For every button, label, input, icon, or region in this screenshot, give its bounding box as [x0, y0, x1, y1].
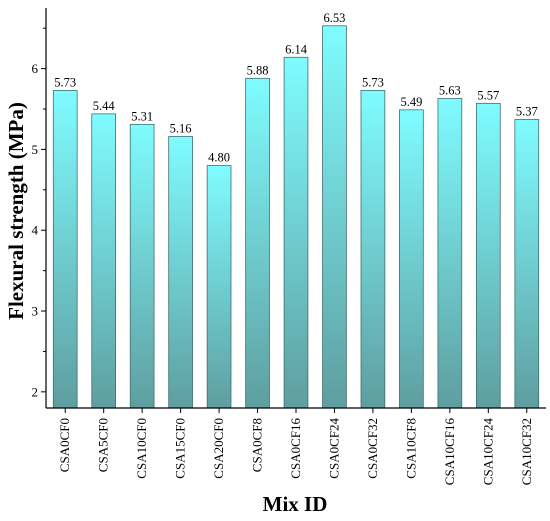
bar-CSA10CF8 [399, 109, 424, 409]
bar-CSA0CF8 [245, 77, 270, 409]
bar-CSA0CF32 [360, 90, 386, 409]
x-tick-label-CSA10CF8: CSA10CF8 [403, 418, 418, 479]
bar-CSA15CF0 [168, 136, 193, 409]
x-tick-label-CSA15CF0: CSA15CF0 [173, 418, 188, 479]
value-label-CSA0CF8: 5.88 [247, 63, 269, 77]
x-tick-label-CSA0CF24: CSA0CF24 [326, 418, 341, 479]
value-label-CSA0CF0: 5.73 [54, 75, 76, 89]
value-label-CSA10CF16: 5.63 [439, 84, 461, 98]
x-tick-label-CSA0CF0: CSA0CF0 [57, 418, 72, 472]
bar-CSA0CF0 [52, 90, 78, 409]
x-tick-label-CSA10CF24: CSA10CF24 [480, 418, 495, 486]
bars-layer [52, 25, 540, 409]
value-label-CSA0CF32: 5.73 [362, 75, 384, 89]
bar-CSA10CF0 [129, 123, 155, 409]
x-tick-label-CSA0CF32: CSA0CF32 [365, 418, 380, 479]
value-label-CSA0CF16: 6.14 [285, 42, 308, 56]
x-tick-label-CSA10CF32: CSA10CF32 [519, 418, 534, 485]
bar-CSA0CF24 [322, 25, 347, 409]
x-tick-label-CSA5CF0: CSA5CF0 [96, 418, 111, 472]
value-label-CSA10CF32: 5.37 [516, 105, 538, 119]
bar-CSA0CF16 [283, 56, 309, 409]
bar-CSA10CF32 [514, 119, 540, 409]
value-label-CSA20CF0: 4.80 [208, 151, 230, 165]
y-tick-label-6: 6 [32, 61, 39, 76]
x-tick-label-CSA0CF16: CSA0CF16 [288, 418, 303, 479]
x-tick-label-CSA10CF16: CSA10CF16 [442, 418, 457, 486]
x-tick-label-CSA20CF0: CSA20CF0 [211, 418, 226, 479]
bar-CSA10CF16 [437, 98, 463, 409]
x-tick-label-CSA10CF0: CSA10CF0 [134, 418, 149, 479]
value-label-CSA0CF24: 6.53 [324, 11, 346, 25]
bar-CSA5CF0 [91, 113, 117, 409]
y-axis-title: Flexural strength (MPa) [4, 102, 28, 320]
value-label-CSA15CF0: 5.16 [170, 121, 192, 135]
bar-CSA20CF0 [206, 165, 232, 409]
value-label-CSA10CF0: 5.31 [131, 109, 153, 123]
y-tick-label-5: 5 [32, 142, 39, 157]
value-label-CSA10CF8: 5.49 [400, 95, 422, 109]
value-label-CSA10CF24: 5.57 [477, 88, 499, 102]
value-label-CSA5CF0: 5.44 [93, 99, 116, 113]
x-tick-label-CSA0CF8: CSA0CF8 [250, 418, 265, 472]
y-tick-label-3: 3 [32, 304, 39, 319]
x-axis-title: Mix ID [263, 492, 328, 516]
y-tick-label-2: 2 [32, 384, 39, 399]
bar-CSA10CF24 [475, 102, 501, 409]
ticks-layer: CSA0CF0 CSA5CF0 CSA10CF0 CSA15CF0 CSA20CF0 CS… [32, 27, 534, 486]
value-labels-layer: 5.73 5.44 5.31 5.16 4.80 5.88 6.14 6.53 5.73 5.49… [54, 11, 537, 165]
y-tick-label-4: 4 [32, 223, 39, 238]
